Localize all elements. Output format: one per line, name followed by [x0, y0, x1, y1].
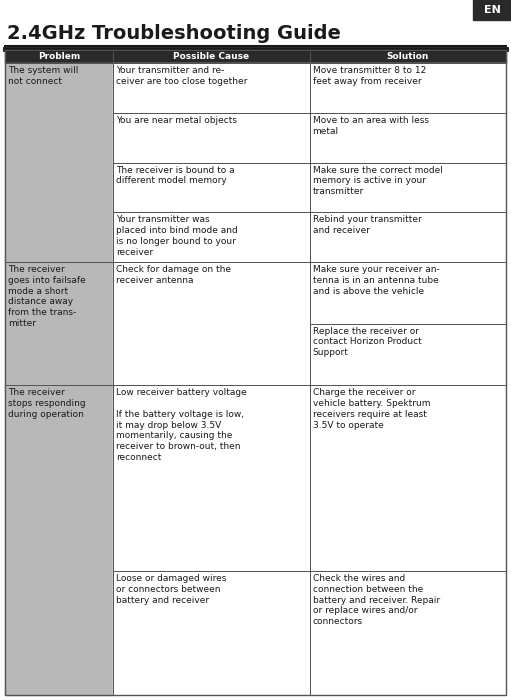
Bar [113, 212, 310, 262]
Bar [113, 571, 310, 695]
Bar [310, 571, 506, 695]
Bar [113, 162, 310, 212]
Bar [310, 63, 506, 113]
Bar [310, 262, 506, 323]
Bar [310, 262, 506, 323]
Bar [113, 162, 310, 212]
Bar [310, 323, 506, 385]
Bar [310, 113, 506, 162]
Bar [310, 385, 506, 571]
Bar [310, 212, 506, 262]
Text: Loose or damaged wires
or connectors between
battery and receiver: Loose or damaged wires or connectors bet… [115, 574, 226, 605]
Text: Replace the receiver or
contact Horizon Product
Support: Replace the receiver or contact Horizon … [313, 327, 422, 357]
Bar [113, 262, 310, 385]
Text: Move transmitter 8 to 12
feet away from receiver: Move transmitter 8 to 12 feet away from … [313, 66, 426, 86]
Bar [5, 385, 113, 695]
Bar [113, 63, 310, 113]
Text: Your transmitter and re-
ceiver are too close together: Your transmitter and re- ceiver are too … [115, 66, 247, 86]
Text: Check for damage on the
receiver antenna: Check for damage on the receiver antenna [115, 265, 230, 285]
Text: Solution: Solution [387, 52, 429, 61]
Text: Rebind your transmitter
and receiver: Rebind your transmitter and receiver [313, 216, 422, 235]
Bar [5, 385, 113, 695]
Bar [113, 113, 310, 162]
Text: 2.4GHz Troubleshooting Guide: 2.4GHz Troubleshooting Guide [7, 24, 341, 43]
Bar [113, 113, 310, 162]
Bar [310, 385, 506, 571]
Text: The receiver
stops responding
during operation: The receiver stops responding during ope… [8, 389, 86, 419]
Bar [310, 212, 506, 262]
Bar [113, 385, 310, 571]
Text: The receiver
goes into failsafe
mode a short
distance away
from the trans-
mitte: The receiver goes into failsafe mode a s… [8, 265, 86, 328]
Bar [113, 212, 310, 262]
Text: You are near metal objects: You are near metal objects [115, 116, 237, 125]
Text: EN: EN [483, 5, 500, 15]
Bar [310, 162, 506, 212]
Text: Make sure the correct model
memory is active in your
transmitter: Make sure the correct model memory is ac… [313, 165, 443, 196]
Bar [310, 571, 506, 695]
Bar [5, 63, 113, 262]
Text: Charge the receiver or
vehicle battery. Spektrum
receivers require at least
3.5V: Charge the receiver or vehicle battery. … [313, 389, 430, 430]
Bar [113, 262, 310, 385]
Text: Move to an area with less
metal: Move to an area with less metal [313, 116, 429, 136]
Bar [113, 571, 310, 695]
Text: Your transmitter was
placed into bind mode and
is no longer bound to your
receiv: Your transmitter was placed into bind mo… [115, 216, 238, 257]
Text: Possible Cause: Possible Cause [173, 52, 249, 61]
Bar [5, 262, 113, 385]
Text: Make sure your receiver an-
tenna is in an antenna tube
and is above the vehicle: Make sure your receiver an- tenna is in … [313, 265, 439, 295]
Bar [473, 0, 511, 20]
Bar [113, 385, 310, 571]
Bar [113, 63, 310, 113]
Bar [5, 50, 506, 63]
Bar [5, 262, 113, 385]
Bar [310, 323, 506, 385]
Text: The receiver is bound to a
different model memory: The receiver is bound to a different mod… [115, 165, 235, 186]
Text: Low receiver battery voltage

If the battery voltage is low,
it may drop below 3: Low receiver battery voltage If the batt… [115, 389, 246, 462]
Bar [5, 63, 113, 262]
Text: The system will
not connect: The system will not connect [8, 66, 78, 86]
Bar [310, 63, 506, 113]
Bar [310, 113, 506, 162]
Bar [113, 50, 310, 63]
Bar [5, 50, 113, 63]
Bar [310, 50, 506, 63]
Text: Check the wires and
connection between the
battery and receiver. Repair
or repla: Check the wires and connection between t… [313, 574, 440, 626]
Text: Problem: Problem [38, 52, 80, 61]
Bar [310, 162, 506, 212]
